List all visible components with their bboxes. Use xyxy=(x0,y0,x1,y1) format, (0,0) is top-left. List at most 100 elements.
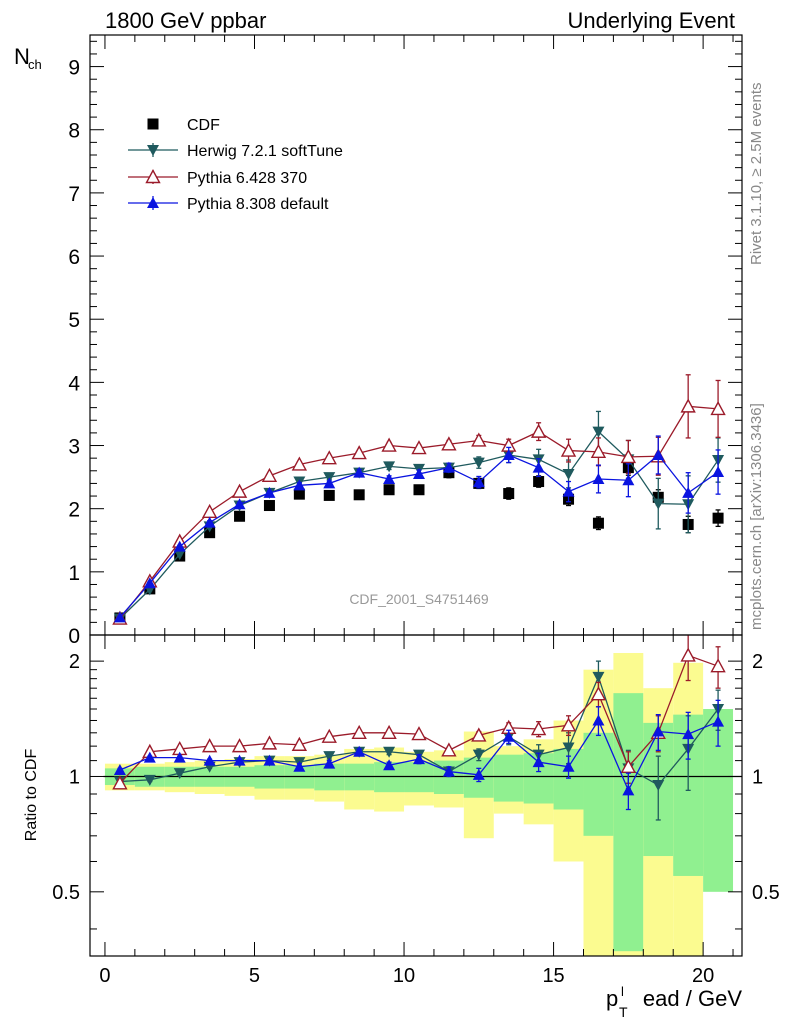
ratio-point-herwig xyxy=(472,749,485,761)
band-green xyxy=(613,693,644,952)
legend-marker xyxy=(147,118,159,130)
ratio-point-pythia6 xyxy=(261,735,278,750)
main-point-pythia8 xyxy=(173,540,186,552)
main-point-pythia8 xyxy=(293,479,306,491)
main-point-pythia6 xyxy=(710,400,726,416)
main-point-cdf xyxy=(323,489,335,501)
main-point-cdf xyxy=(592,517,604,529)
main-point-herwig xyxy=(652,498,665,510)
ratio-point-pythia8 xyxy=(173,751,186,763)
rivet-label: Rivet 3.1.10, ≥ 2.5M events xyxy=(748,83,765,266)
ratio-point-pythia8 xyxy=(203,754,216,766)
main-point-pythia8 xyxy=(412,467,425,479)
main-point-pythia6 xyxy=(471,432,487,447)
main-point-pythia8 xyxy=(502,449,515,460)
main-point-pythia6 xyxy=(530,423,547,438)
xlabel-rest: ead / GeV xyxy=(643,986,742,1011)
ratio-ytick-label-right: 0.5 xyxy=(752,882,780,904)
band-green xyxy=(493,754,524,802)
main-point-pythia8 xyxy=(592,473,605,484)
ratio-point-pythia6 xyxy=(321,728,337,743)
ratio-point-pythia8 xyxy=(442,765,455,777)
ratio-point-pythia6 xyxy=(530,721,547,736)
main-point-pythia6 xyxy=(351,445,367,460)
main-point-pythia8 xyxy=(622,474,635,486)
main-point-cdf xyxy=(533,476,545,488)
ratio-series xyxy=(112,635,726,821)
ratio-point-pythia8 xyxy=(532,756,545,768)
main-ytick-label: 4 xyxy=(68,372,80,395)
ratio-point-herwig xyxy=(652,780,665,792)
ratio-point-pythia6 xyxy=(560,717,577,732)
xlabel-sup: l xyxy=(621,984,624,999)
ratio-point-pythia6 xyxy=(291,736,308,751)
main-ytick-label: 7 xyxy=(68,183,80,206)
main-point-pythia8 xyxy=(442,461,455,473)
main-point-pythia6 xyxy=(441,436,457,451)
main-point-pythia8 xyxy=(562,485,575,497)
main-point-pythia6 xyxy=(620,448,637,464)
main-point-herwig xyxy=(592,426,605,438)
xlabel-sub: T xyxy=(619,1004,628,1020)
main-point-cdf xyxy=(353,489,365,501)
main-point-cdf xyxy=(293,488,305,500)
header-left: 1800 GeV ppbar xyxy=(105,8,266,33)
ratio-point-herwig xyxy=(173,768,186,780)
main-point-herwig xyxy=(383,461,396,473)
main-point-pythia8 xyxy=(682,486,695,498)
ratio-point-pythia8 xyxy=(712,715,725,727)
ratio-point-herwig xyxy=(562,742,575,754)
ratio-point-pythia8 xyxy=(143,751,156,763)
ratio-point-pythia8 xyxy=(263,754,276,766)
main-point-pythia6 xyxy=(560,442,577,457)
ratio-point-pythia8 xyxy=(113,763,126,775)
main-point-cdf xyxy=(503,488,515,500)
ratio-point-pythia6 xyxy=(351,724,367,740)
ratio-ytick-label-left: 1 xyxy=(69,766,80,788)
main-point-pythia6 xyxy=(231,483,248,498)
legend-marker xyxy=(147,197,159,208)
legend-label: Pythia 6.428 370 xyxy=(187,170,307,187)
band-green xyxy=(583,732,614,836)
main-point-herwig xyxy=(562,468,575,480)
main-ylabel: N xyxy=(14,44,30,69)
legend-label: CDF xyxy=(187,117,220,134)
ratio-ytick-label-left: 0.5 xyxy=(52,882,80,904)
main-point-pythia8 xyxy=(353,466,366,478)
ratio-point-pythia6 xyxy=(680,647,696,662)
legend-marker xyxy=(145,169,161,184)
main-point-herwig xyxy=(472,457,485,469)
main-point-cdf xyxy=(383,484,395,496)
ratio-point-pythia8 xyxy=(412,753,425,765)
ratio-xtick-label: 0 xyxy=(99,965,110,987)
ratio-point-pythia8 xyxy=(353,745,366,757)
ratio-point-pythia8 xyxy=(323,757,336,769)
ratio-point-herwig xyxy=(143,774,156,786)
ratio-xtick-label: 10 xyxy=(393,965,415,987)
main-point-cdf xyxy=(413,484,425,496)
ratio-ylabel: Ratio to CDF xyxy=(23,749,40,842)
main-point-herwig xyxy=(173,549,186,561)
main-point-pythia6 xyxy=(321,450,337,465)
main-point-pythia6 xyxy=(201,503,218,519)
ratio-point-pythia8 xyxy=(562,760,575,772)
band-green xyxy=(404,762,434,793)
main-series-pythia8 xyxy=(113,435,725,623)
main-point-pythia8 xyxy=(263,486,276,498)
main-point-pythia8 xyxy=(472,476,485,488)
ratio-point-pythia6 xyxy=(590,686,607,701)
ratio-point-pythia8 xyxy=(293,760,306,772)
ratio-point-pythia6 xyxy=(201,738,218,753)
watermark: CDF_2001_S4751469 xyxy=(349,591,489,607)
main-point-pythia8 xyxy=(532,461,545,473)
legend-item-pythia8: Pythia 8.308 default xyxy=(128,196,329,213)
main-point-pythia8 xyxy=(113,611,126,623)
main-ytick-label: 3 xyxy=(68,436,80,459)
xlabel-p: p xyxy=(606,986,618,1011)
main-point-pythia8 xyxy=(203,516,216,528)
ratio-point-pythia6 xyxy=(441,742,457,757)
main-point-pythia6 xyxy=(411,440,427,455)
ratio-point-pythia8 xyxy=(592,714,605,726)
ratio-series-pythia6 xyxy=(112,635,726,790)
ratio-point-pythia8 xyxy=(502,730,515,742)
